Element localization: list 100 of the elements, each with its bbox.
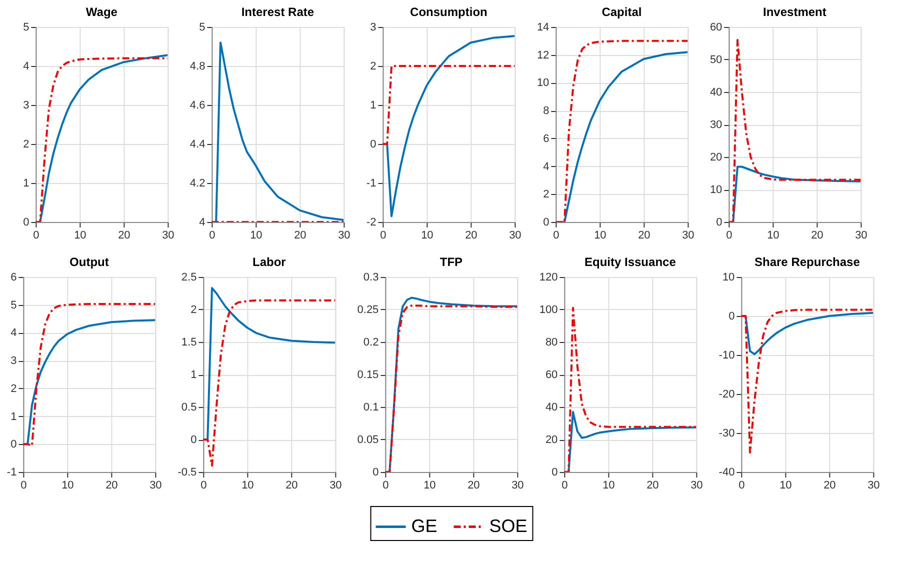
y-tick-label: 0 [190,434,197,446]
y-tick-label: -2 [366,216,376,228]
y-tick-label: -30 [718,428,735,440]
y-tick-label: -20 [718,388,735,400]
y-tick-label: 4.6 [190,100,206,112]
line-series [741,308,874,454]
y-tick-label: -0.5 [178,466,197,478]
y-tick-label: 5 [23,22,30,34]
x-tick-label: 20 [646,480,659,492]
chart-title: Investment [763,5,826,19]
y-tick-label: 14 [536,22,550,34]
x-tick-label: 20 [811,230,824,242]
y-tick-label: 4.4 [190,138,206,150]
y-tick-label: 50 [710,54,722,66]
chart-title: Consumption [410,5,488,19]
x-tick-label: 10 [250,230,262,242]
y-tick-label: 0.15 [357,369,379,381]
y-tick-label: 0.2 [363,336,379,348]
x-tick-label: 30 [162,230,174,242]
y-tick-label: 5 [10,299,17,312]
y-tick-label: 2.5 [181,272,197,284]
y-tick-label: 3 [23,100,30,112]
y-tick-label: -40 [718,466,735,478]
x-tick-label: 30 [868,480,880,492]
x-tick-label: 0 [33,230,40,242]
y-tick-label: -1 [6,466,17,478]
x-tick-label: 0 [382,480,389,492]
chart-title: Wage [86,5,118,19]
y-tick-label: 40 [710,86,722,98]
y-tick-label: 0 [23,216,30,228]
x-tick-label: 20 [118,230,130,242]
legend-label: GE [411,516,438,536]
chart-title: TFP [440,255,463,269]
chart-title: Labor [252,255,286,269]
x-tick-label: 0 [209,230,216,242]
y-tick-label: 0 [552,466,558,478]
x-tick-label: 30 [512,480,524,492]
y-tick-label: 40 [545,402,558,414]
x-tick-label: 10 [74,230,86,242]
x-tick-label: 10 [62,480,74,492]
y-tick-label: 4.2 [190,178,206,190]
x-tick-label: 30 [509,230,522,242]
y-tick-label: 30 [710,119,722,131]
y-tick-label: 0.5 [181,402,197,414]
y-tick-label: 0 [716,216,722,228]
chart-title: Output [70,255,109,269]
chart-title: Share Repurchase [754,255,860,269]
x-tick-label: 0 [562,480,568,492]
y-tick-label: 12 [536,49,550,62]
x-tick-label: 20 [465,230,478,242]
x-tick-label: 10 [780,480,792,492]
x-tick-label: 10 [594,230,606,242]
x-tick-label: 10 [424,480,436,492]
y-tick-label: 0 [728,310,735,322]
y-tick-label: 0 [372,466,379,478]
x-tick-label: 10 [421,230,434,242]
chart-title: Capital [602,5,642,19]
y-tick-label: 0.05 [357,434,379,446]
x-tick-label: 30 [338,230,350,242]
x-tick-label: 30 [690,480,703,492]
chart-title: Interest Rate [241,5,314,19]
y-tick-label: 1 [190,369,197,381]
x-tick-label: 10 [242,480,254,492]
y-tick-label: 4.8 [190,60,206,72]
x-tick-label: 0 [380,230,386,242]
y-tick-label: 20 [710,152,722,164]
y-tick-label: 100 [539,304,558,316]
x-tick-label: 30 [150,480,162,492]
y-tick-label: -10 [718,350,735,362]
y-tick-label: 6 [10,272,17,284]
line-series [203,299,336,466]
y-tick-label: 0 [370,138,376,150]
y-tick-label: -1 [366,178,376,190]
y-tick-label: 2 [190,304,197,316]
y-tick-label: 0.3 [363,272,379,284]
y-tick-label: 60 [710,22,722,34]
x-tick-label: 30 [330,480,342,492]
y-tick-label: 10 [722,272,735,284]
legend-label: SOE [489,516,528,536]
y-tick-label: 1.5 [181,336,197,348]
x-tick-label: 20 [824,480,836,492]
x-tick-label: 10 [767,230,780,242]
y-tick-label: 2 [23,138,30,150]
y-tick-label: 10 [710,184,722,196]
y-tick-label: 4 [543,160,550,173]
x-tick-label: 20 [468,480,480,492]
y-tick-label: 2 [370,60,376,72]
y-tick-label: 4 [10,327,17,340]
x-tick-label: 10 [602,480,615,492]
y-tick-label: 10 [536,77,550,90]
x-tick-label: 20 [106,480,118,492]
x-tick-label: 30 [682,230,694,242]
y-tick-label: 3 [10,355,17,368]
y-tick-label: 4 [23,60,30,72]
y-tick-label: 0 [10,438,17,451]
y-tick-label: 0 [543,216,550,228]
y-tick-label: 6 [543,132,550,145]
y-tick-label: 1 [23,178,30,190]
chart-title: Equity Issuance [584,255,676,269]
y-tick-label: 20 [545,434,558,446]
